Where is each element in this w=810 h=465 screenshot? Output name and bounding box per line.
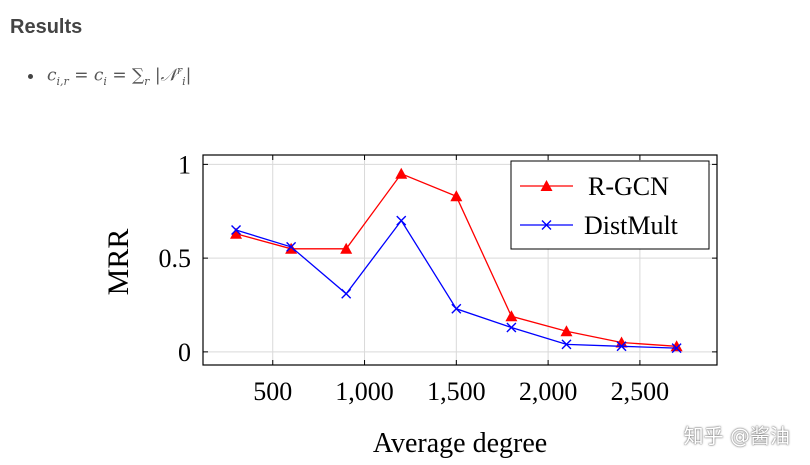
data-point-r-gcn xyxy=(395,167,408,179)
tick-layer: 500 1,000 1,500 2,000 2,500 0 0.5 1 xyxy=(159,150,717,406)
legend-label-distmult: DistMult xyxy=(584,211,679,240)
bullet-dot xyxy=(28,73,33,79)
legend-box xyxy=(510,160,710,250)
legend-marker-rgcn xyxy=(540,180,553,191)
data-point-r-gcn xyxy=(285,242,298,254)
data-point-r-gcn xyxy=(450,190,463,202)
formula-c: c xyxy=(47,65,57,86)
data-point-distmult xyxy=(231,225,242,235)
formula-ci-sub: i xyxy=(103,75,107,89)
data-point-distmult xyxy=(396,215,407,226)
legend-label-rgcn: R-GCN xyxy=(588,172,669,201)
x-tick-label: 1,500 xyxy=(427,377,486,406)
formula-bullet: ci,r = ci = ∑r |𝒩ri| xyxy=(28,64,191,88)
data-point-distmult xyxy=(451,303,462,314)
formula-set-sub: i xyxy=(182,75,186,89)
data-point-distmult xyxy=(506,322,517,333)
y-tick-label: 0 xyxy=(178,338,191,367)
x-tick-label: 500 xyxy=(253,377,292,406)
formula-c-sub: i,r xyxy=(56,75,69,89)
formula-eq-1: = xyxy=(74,65,89,86)
formula-ci: c xyxy=(93,65,104,86)
data-point-r-gcn xyxy=(615,336,628,348)
x-tick-label: 2,000 xyxy=(519,377,578,406)
data-point-r-gcn xyxy=(505,310,518,322)
normalization-formula: ci,r = ci = ∑r |𝒩ri| xyxy=(47,64,191,88)
formula-set: 𝒩 xyxy=(160,65,177,86)
data-point-distmult xyxy=(286,241,297,252)
data-point-distmult xyxy=(341,288,352,299)
x-tick-label: 1,000 xyxy=(335,377,394,406)
formula-eq-2: = xyxy=(112,65,127,86)
watermark: 知乎 @酱油 xyxy=(683,424,790,448)
data-point-r-gcn xyxy=(340,242,353,254)
data-point-r-gcn xyxy=(560,325,573,337)
y-tick-label: 1 xyxy=(178,150,191,179)
formula-bar-open: | xyxy=(154,65,161,86)
y-tick-label: 0.5 xyxy=(159,244,192,273)
grid-layer xyxy=(203,155,717,365)
x-tick-label: 2,500 xyxy=(611,377,670,406)
x-axis-label: Average degree xyxy=(373,428,547,459)
formula-set-sup: r xyxy=(176,64,183,77)
legend-marker-distmult xyxy=(541,220,552,230)
results-heading: Results xyxy=(10,16,83,38)
series-layer xyxy=(230,167,683,354)
legend: R-GCN DistMult xyxy=(510,160,710,250)
y-axis-label: MRR xyxy=(102,229,135,296)
data-point-distmult xyxy=(671,343,682,354)
formula-bar-close: | xyxy=(185,65,192,86)
formula-sum-sub: r xyxy=(144,75,150,89)
formula-sum: ∑ xyxy=(132,65,145,86)
data-point-distmult xyxy=(616,341,627,352)
data-point-distmult xyxy=(561,339,572,350)
data-point-r-gcn xyxy=(230,227,243,239)
plot-frame xyxy=(202,154,718,366)
